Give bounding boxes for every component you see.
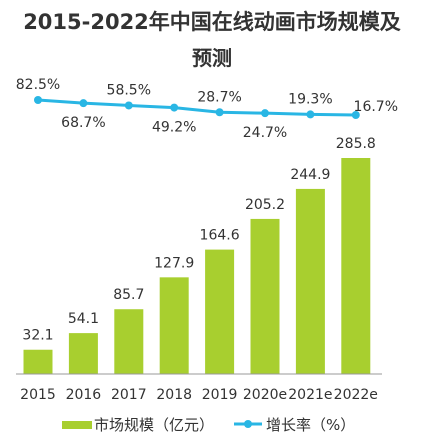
growth-rate-labels: 82.5% 68.7% 58.5% 49.2%28.7% 24.7% 19.3% 16.7% bbox=[16, 77, 398, 141]
growth-rate-label: 16.7% bbox=[354, 99, 398, 115]
growth-rate-label: 58.5% bbox=[107, 82, 151, 98]
x-tick-label: 2017 bbox=[111, 387, 147, 403]
x-tick-label: 2015 bbox=[20, 387, 56, 403]
growth-rate-point-2019 bbox=[215, 108, 224, 117]
growth-rate-point-2017 bbox=[124, 101, 133, 110]
growth-rate-point-2021e bbox=[306, 110, 315, 119]
growth-rate-label: 19.3% bbox=[288, 91, 332, 107]
x-tick-label: 2022e bbox=[334, 387, 378, 403]
bar-2015 bbox=[23, 349, 53, 374]
chart-title: 2015-2022年中国在线动画市场规模及 bbox=[23, 10, 401, 34]
bar-2016 bbox=[68, 333, 98, 374]
x-tick-label: 2021e bbox=[288, 387, 332, 403]
growth-rate-label: 82.5% bbox=[16, 77, 60, 93]
bar-value-label: 244.9 bbox=[290, 167, 330, 183]
x-tick-label: 2019 bbox=[202, 387, 238, 403]
legend-line-label: 增长率（%） bbox=[266, 416, 355, 434]
growth-rate-point-2018 bbox=[170, 103, 179, 112]
bar-value-label: 164.6 bbox=[200, 228, 240, 244]
growth-rate-point-2020e bbox=[261, 109, 269, 118]
legend: 市场规模（亿元） 增长率（%） bbox=[62, 416, 355, 434]
bar-2022e bbox=[341, 158, 371, 374]
bar-value-label: 54.1 bbox=[68, 311, 99, 327]
bar-2021e bbox=[295, 188, 325, 374]
bar-value-labels: 32.1 54.1 85.7 127.9 164.6 205.2 244.9 285.8 bbox=[22, 136, 375, 344]
growth-rate-line-series bbox=[34, 96, 360, 119]
bar-series bbox=[23, 158, 371, 374]
x-tick-label: 2016 bbox=[66, 387, 102, 403]
bar-value-label: 32.1 bbox=[22, 328, 53, 344]
growth-rate-label: 24.7% bbox=[243, 125, 287, 141]
bar-2017 bbox=[114, 309, 144, 374]
legend-bar-swatch bbox=[62, 421, 92, 429]
bar-value-label: 285.8 bbox=[336, 136, 376, 152]
x-tick-label: 2018 bbox=[156, 387, 192, 403]
chart-subtitle: 预测 bbox=[192, 46, 232, 70]
bar-value-label: 205.2 bbox=[245, 197, 285, 213]
growth-rate-point-2016 bbox=[79, 99, 88, 108]
bar-value-label: 85.7 bbox=[113, 287, 144, 303]
growth-rate-label: 49.2% bbox=[152, 120, 196, 136]
bar-2020e bbox=[250, 218, 280, 374]
legend-line-marker bbox=[244, 420, 252, 428]
bar-value-label: 127.9 bbox=[154, 255, 194, 271]
growth-rate-point-2022e bbox=[351, 111, 360, 119]
legend-bar-label: 市场规模（亿元） bbox=[94, 416, 214, 434]
bar-2018 bbox=[159, 277, 189, 374]
growth-rate-point-2015 bbox=[34, 96, 42, 104]
bar-2019 bbox=[205, 249, 235, 374]
growth-rate-label: 68.7% bbox=[61, 115, 105, 131]
growth-rate-label: 28.7% bbox=[197, 89, 241, 105]
growth-rate-line bbox=[37, 98, 356, 117]
x-tick-label: 2020e bbox=[243, 387, 287, 403]
x-axis-ticks: 2015 2016 2017 2018 2019 2020e 2021e 2022e bbox=[20, 387, 378, 403]
